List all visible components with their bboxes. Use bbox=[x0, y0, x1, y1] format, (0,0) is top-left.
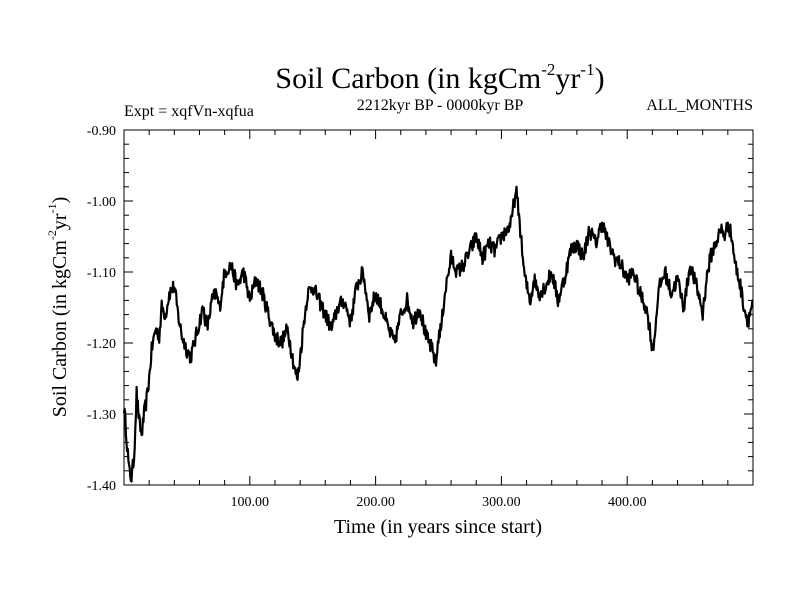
y-tick-label: -1.10 bbox=[87, 266, 116, 281]
x-tick-label: 400.00 bbox=[608, 495, 647, 510]
subtitle-center: 2212kyr BP - 0000kyr BP bbox=[357, 97, 524, 114]
y-tick-label: -1.20 bbox=[87, 337, 116, 352]
x-tick-label: 300.00 bbox=[482, 495, 521, 510]
y-axis-label: Soil Carbon (in kgCm-2yr-1) bbox=[45, 197, 71, 418]
y-tick-label: -1.00 bbox=[87, 195, 116, 210]
y-tick-label: -1.40 bbox=[87, 479, 116, 494]
axis-ticks: -1.40 -1.30 -1.20 -1.10 -1.00 -0.90 100.00 200.… bbox=[87, 124, 754, 510]
plot-frame bbox=[123, 129, 754, 486]
x-tick-label: 100.00 bbox=[231, 495, 270, 510]
y-tick-label: -0.90 bbox=[87, 124, 116, 139]
x-axis-label: Time (in years since start) bbox=[334, 516, 542, 538]
series-line bbox=[122, 185, 754, 483]
subtitle-left: Expt = xqfVn-xqfua bbox=[124, 103, 254, 120]
x-tick-label: 200.00 bbox=[356, 495, 395, 510]
y-tick-label: -1.30 bbox=[87, 408, 116, 423]
subtitle-right: ALL_MONTHS bbox=[646, 97, 753, 114]
chart-title: Soil Carbon (in kgCm-2yr-1) bbox=[275, 60, 604, 95]
